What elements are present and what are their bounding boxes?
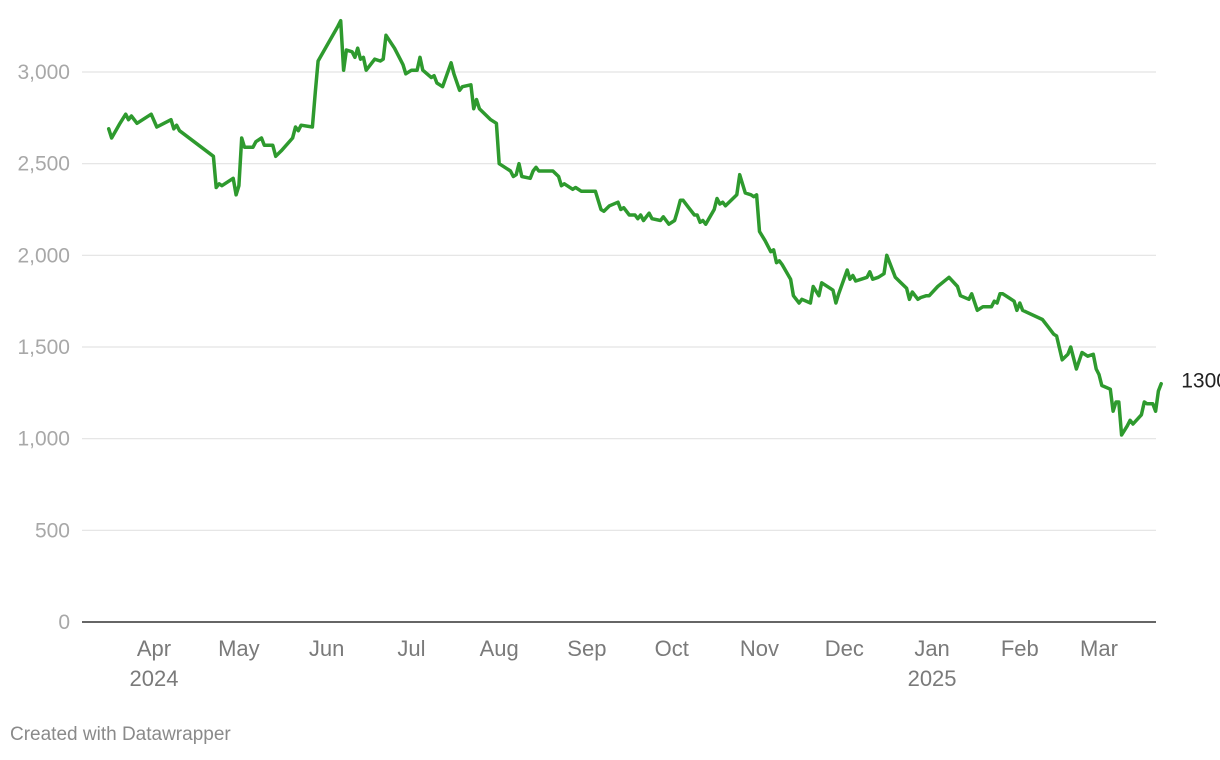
- x-tick-label: Oct: [655, 636, 689, 661]
- x-tick-label: Nov: [740, 636, 779, 661]
- y-tick-label: 500: [35, 519, 70, 542]
- series-line: [106, 18, 1163, 437]
- x-tick-label: Feb: [1001, 636, 1039, 661]
- datawrapper-credit: Created with Datawrapper: [10, 724, 231, 745]
- y-tick-label: 0: [58, 611, 70, 634]
- x-tick-label: May: [218, 636, 260, 661]
- y-tick-label: 2,000: [17, 244, 70, 267]
- x-tick-label: Jun: [309, 636, 344, 661]
- x-tick-label: Aug: [480, 636, 519, 661]
- gridlines: [82, 71, 1156, 531]
- x-tick-label: Apr: [137, 636, 171, 661]
- series-end-label: 1300: [1181, 370, 1220, 393]
- x-tick-label: Jul: [397, 636, 425, 661]
- y-tick-label: 3,000: [17, 61, 70, 84]
- y-tick-label: 1,500: [17, 336, 70, 359]
- series-layer: 1300: [106, 18, 1220, 437]
- y-axis-tick-labels: 0 500 1,000 1,500 2,000 2,500 3,000: [17, 61, 70, 634]
- x-tick-label: Sep: [567, 636, 606, 661]
- x-tick-label: Jan: [914, 636, 949, 661]
- y-tick-label: 2,500: [17, 153, 70, 176]
- x-axis-tick-labels: Apr 2024 May Jun Jul Aug Sep Oct Nov Dec Jan 2025 Fe…: [130, 636, 1118, 691]
- x-tick-year-label: 2025: [908, 666, 957, 691]
- x-tick-year-label: 2024: [130, 666, 179, 691]
- y-tick-label: 1,000: [17, 428, 70, 451]
- x-tick-label: Mar: [1080, 636, 1118, 661]
- x-tick-label: Dec: [825, 636, 864, 661]
